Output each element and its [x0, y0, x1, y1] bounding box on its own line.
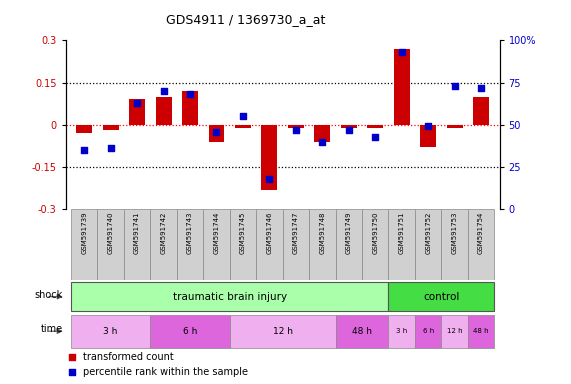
Bar	[420, 125, 436, 147]
Bar	[230, 315, 336, 348]
Bar	[129, 99, 145, 125]
Text: GSM591745: GSM591745	[240, 212, 246, 254]
Point	[318, 139, 327, 145]
Bar	[230, 209, 256, 280]
Bar	[124, 209, 150, 280]
Text: 6 h: 6 h	[423, 328, 434, 334]
Bar	[288, 125, 304, 127]
Bar	[71, 209, 98, 280]
Point	[159, 88, 168, 94]
Text: GSM591752: GSM591752	[425, 212, 431, 254]
Point	[371, 134, 380, 140]
Text: GSM591744: GSM591744	[214, 212, 219, 254]
Point	[132, 100, 142, 106]
Bar	[336, 315, 388, 348]
Text: GSM591748: GSM591748	[319, 212, 325, 254]
Bar	[235, 125, 251, 127]
Text: 48 h: 48 h	[473, 328, 489, 334]
Text: 48 h: 48 h	[352, 327, 372, 336]
Text: GSM591742: GSM591742	[160, 212, 167, 254]
Bar	[388, 209, 415, 280]
Text: percentile rank within the sample: percentile rank within the sample	[83, 367, 248, 377]
Bar	[208, 125, 224, 142]
Bar	[473, 97, 489, 125]
Bar	[336, 209, 362, 280]
Bar	[447, 125, 463, 127]
Bar	[150, 209, 177, 280]
Text: GSM591743: GSM591743	[187, 212, 193, 254]
Bar	[283, 209, 309, 280]
Point	[79, 147, 89, 153]
Bar	[77, 125, 92, 133]
Bar	[150, 315, 230, 348]
Bar	[415, 209, 441, 280]
Text: GSM591747: GSM591747	[293, 212, 299, 254]
Point	[291, 127, 300, 133]
Bar	[98, 209, 124, 280]
Text: GDS4911 / 1369730_a_at: GDS4911 / 1369730_a_at	[166, 13, 325, 26]
Bar	[441, 315, 468, 348]
Point	[67, 354, 77, 360]
Bar	[156, 97, 171, 125]
Bar	[262, 125, 278, 190]
Text: 12 h: 12 h	[447, 328, 463, 334]
Point	[344, 127, 353, 133]
Text: GSM591739: GSM591739	[81, 212, 87, 254]
Bar	[388, 315, 415, 348]
Text: 12 h: 12 h	[272, 327, 293, 336]
Point	[424, 123, 433, 129]
Bar	[468, 209, 494, 280]
Text: GSM591740: GSM591740	[108, 212, 114, 254]
Bar	[388, 282, 494, 311]
Text: 6 h: 6 h	[183, 327, 197, 336]
Text: GSM591746: GSM591746	[267, 212, 272, 254]
Point	[238, 113, 247, 119]
Bar	[415, 315, 441, 348]
Bar	[315, 125, 330, 142]
Text: transformed count: transformed count	[83, 352, 174, 362]
Point	[397, 49, 407, 55]
Text: GSM591741: GSM591741	[134, 212, 140, 254]
Text: control: control	[423, 291, 460, 302]
Point	[212, 129, 221, 135]
Text: GSM591754: GSM591754	[478, 212, 484, 254]
Bar	[441, 209, 468, 280]
Text: shock: shock	[35, 290, 63, 300]
Bar	[71, 315, 150, 348]
Text: GSM591749: GSM591749	[346, 212, 352, 254]
Bar	[468, 315, 494, 348]
Point	[67, 369, 77, 376]
Text: GSM591750: GSM591750	[372, 212, 378, 254]
Bar	[256, 209, 283, 280]
Point	[450, 83, 459, 89]
Bar	[362, 209, 388, 280]
Point	[186, 91, 195, 98]
Text: time: time	[41, 324, 63, 334]
Point	[477, 84, 486, 91]
Point	[265, 176, 274, 182]
Bar	[103, 125, 119, 131]
Bar	[341, 125, 357, 127]
Text: traumatic brain injury: traumatic brain injury	[172, 291, 287, 302]
Bar	[182, 91, 198, 125]
Text: GSM591753: GSM591753	[452, 212, 457, 254]
Bar	[309, 209, 336, 280]
Bar	[367, 125, 383, 127]
Text: 3 h: 3 h	[396, 328, 407, 334]
Bar	[71, 282, 388, 311]
Text: GSM591751: GSM591751	[399, 212, 405, 254]
Bar	[177, 209, 203, 280]
Bar	[394, 49, 409, 125]
Bar	[203, 209, 230, 280]
Point	[106, 146, 115, 152]
Text: 3 h: 3 h	[103, 327, 118, 336]
